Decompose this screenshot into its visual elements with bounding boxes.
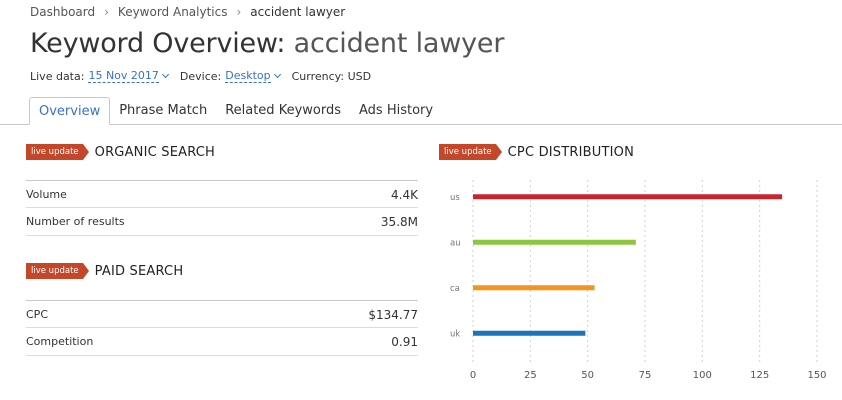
breadcrumb-dashboard-link[interactable]: Dashboard: [30, 5, 96, 19]
metric-value: 35.8M: [380, 215, 418, 229]
live-update-badge: live update: [26, 263, 89, 279]
organic-search-title: ORGANIC SEARCH: [94, 144, 216, 160]
y-category-label: au: [450, 238, 461, 248]
currency-label: Currency: USD: [291, 69, 372, 83]
organic-search-header: live update ORGANIC SEARCH: [26, 144, 215, 160]
chevron-down-icon[interactable]: [161, 70, 169, 79]
device-dropdown[interactable]: Desktop: [225, 69, 271, 83]
paid-search-header: live update PAID SEARCH: [26, 263, 183, 279]
live-update-badge: live update: [26, 144, 89, 160]
metric-label: CPC: [26, 308, 48, 321]
paid-search-title: PAID SEARCH: [94, 263, 184, 279]
table-row: Number of results 35.8M: [26, 208, 418, 236]
breadcrumb-keyword-analytics-link[interactable]: Keyword Analytics: [117, 5, 228, 19]
device-control: Device: Desktop: [179, 69, 281, 83]
metric-value: $134.77: [368, 308, 418, 322]
page-title: Keyword Overview: accident lawyer: [30, 28, 504, 59]
cpc-distribution-title: CPC DISTRIBUTION: [507, 144, 635, 160]
metric-label: Volume: [26, 188, 67, 201]
x-tick-label: 0: [470, 370, 476, 381]
currency-info: Currency: USD: [292, 70, 371, 83]
x-tick-label: 50: [581, 370, 594, 381]
device-label: Device:: [179, 69, 222, 83]
chevron-down-icon[interactable]: [273, 70, 281, 79]
table-row: Competition 0.91: [26, 328, 418, 356]
paid-search-table: CPC $134.77 Competition 0.91: [26, 300, 418, 356]
page-title-prefix: Keyword Overview:: [30, 28, 286, 59]
cpc-distribution-chart: 0 25 50 75 100 125 150 us au ca uk: [450, 180, 827, 381]
live-data-date-dropdown[interactable]: 15 Nov 2017: [88, 69, 159, 83]
tab-bar: Overview Phrase Match Related Keywords A…: [29, 97, 442, 125]
breadcrumb-current: accident lawyer: [250, 5, 346, 19]
bar-uk: [473, 330, 586, 336]
x-tick-label: 75: [639, 370, 652, 381]
live-update-badge: live update: [439, 144, 502, 160]
tab-related-keywords[interactable]: Related Keywords: [225, 103, 341, 118]
x-tick-label: 150: [807, 370, 826, 381]
chevron-right-icon: ›: [236, 5, 242, 19]
live-data-control: Live data: 15 Nov 2017: [30, 69, 169, 83]
live-data-label: Live data:: [30, 69, 85, 83]
metric-value: 4.4K: [391, 188, 418, 202]
organic-search-table: Volume 4.4K Number of results 35.8M: [26, 180, 418, 236]
table-row: Volume 4.4K: [26, 180, 418, 208]
table-row: CPC $134.77: [26, 300, 418, 328]
page-title-keyword: accident lawyer: [293, 28, 505, 59]
y-category-label: uk: [450, 329, 460, 339]
x-tick-label: 125: [750, 370, 769, 381]
metric-value: 0.91: [391, 335, 418, 349]
bar-ca: [473, 285, 595, 291]
chevron-right-icon: ›: [104, 5, 109, 19]
x-tick-label: 100: [693, 370, 712, 381]
tab-ads-history[interactable]: Ads History: [359, 103, 434, 118]
bar-us: [473, 194, 783, 200]
metric-label: Competition: [26, 335, 94, 348]
x-tick-label: 25: [524, 370, 537, 381]
metric-label: Number of results: [26, 215, 125, 228]
tab-phrase-match[interactable]: Phrase Match: [119, 103, 208, 118]
cpc-distribution-header: live update CPC DISTRIBUTION: [439, 144, 634, 160]
y-category-label: us: [450, 193, 460, 203]
tab-overview[interactable]: Overview: [29, 97, 111, 125]
bar-au: [473, 239, 636, 245]
tabs-divider: [0, 124, 842, 125]
meta-row: Live data: 15 Nov 2017 Device: Desktop C…: [30, 69, 383, 83]
breadcrumb: Dashboard › Keyword Analytics › accident…: [30, 5, 345, 19]
y-category-label: ca: [450, 284, 460, 294]
